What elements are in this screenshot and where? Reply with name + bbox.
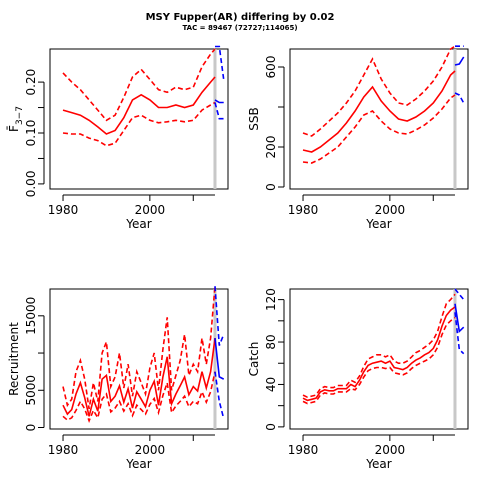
y-axis-label: Recruitment [7, 322, 21, 396]
x-axis-label: Year [365, 217, 391, 231]
series-projection [214, 338, 225, 380]
y-tick-label: 600 [264, 56, 278, 79]
panel-top-left: 1980 2000 0.00 0.10 0.20 Year F̄3−7 [7, 45, 229, 231]
x-tick-label: 1980 [288, 443, 319, 457]
series-lower [302, 94, 456, 164]
y-axis-label: SSB [247, 107, 261, 130]
series-estimate [62, 76, 216, 135]
x-tick-label: 1980 [48, 443, 79, 457]
y-tick-label: 15000 [24, 297, 38, 335]
y-tick-label: 40 [264, 377, 278, 392]
series-projection [454, 303, 465, 334]
x-tick-label: 2000 [375, 203, 406, 217]
x-tick-label: 1980 [288, 203, 319, 217]
series-estimate [302, 70, 456, 153]
y-tick-label: 0 [264, 423, 278, 431]
x-axis-label: Year [125, 217, 151, 231]
figure-title: MSY Fupper(AR) differing by 0.02 [146, 12, 335, 23]
series-projection-upper [454, 288, 465, 301]
series-projection-upper [215, 45, 225, 80]
series-projection [214, 99, 224, 104]
plot-frame [289, 288, 469, 430]
panel-top-right: 1980 2000 0 200 600 Year SSB [247, 45, 469, 231]
plot-frame [49, 48, 229, 190]
series-lower [62, 101, 216, 147]
panel-bottom-left: 1980 2000 0 5000 15000 Year Recruitment [7, 286, 229, 471]
y-tick-label: 0.10 [24, 120, 38, 147]
x-tick-label: 2000 [135, 443, 166, 457]
series-lower [62, 371, 216, 423]
plot-frame [289, 48, 469, 190]
series-projection-lower [454, 92, 465, 104]
series-projection-lower [214, 371, 225, 419]
panel-bottom-right: 1980 2000 0 40 80 120 Year Catch [247, 288, 469, 471]
figure-subtitle: TAC = 89467 (72727;114065) [182, 24, 297, 32]
y-axis-label: Catch [247, 342, 261, 377]
x-axis-label: Year [125, 457, 151, 471]
y-tick-label: 0 [264, 183, 278, 191]
y-tick-label: 5000 [24, 375, 38, 406]
y-tick-label: 120 [264, 288, 278, 311]
x-tick-label: 2000 [135, 203, 166, 217]
y-axis-label: F̄3−7 [7, 106, 25, 132]
series-upper [302, 45, 456, 137]
series-estimate [62, 337, 216, 417]
x-tick-label: 2000 [375, 443, 406, 457]
x-axis-label: Year [365, 457, 391, 471]
series-upper [62, 286, 216, 410]
y-tick-label: 0.00 [24, 171, 38, 198]
series-projection-lower [214, 102, 224, 120]
series-estimate [302, 306, 456, 402]
series-upper [62, 48, 216, 122]
series-projection-lower [454, 312, 465, 355]
series-projection-upper [214, 286, 225, 346]
x-tick-label: 1980 [48, 203, 79, 217]
y-tick-label: 0.20 [24, 69, 38, 96]
y-tick-label: 0 [24, 424, 38, 432]
y-tick-label: 200 [264, 136, 278, 159]
y-axis-label-main: F̄ [7, 125, 21, 132]
y-tick-label: 80 [264, 334, 278, 349]
series-projection [454, 56, 465, 66]
series-upper [302, 293, 456, 399]
y-axis-label-subscript: 3−7 [15, 106, 25, 125]
plot-frame [49, 288, 229, 430]
